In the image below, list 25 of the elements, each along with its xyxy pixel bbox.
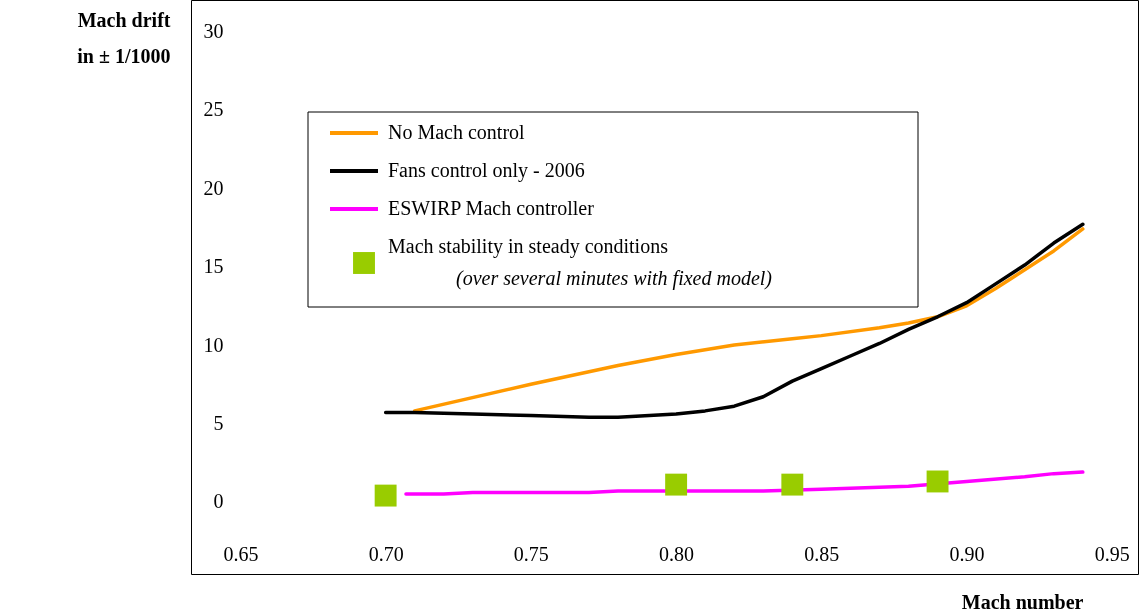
line-series — [404, 470, 1085, 496]
y-tick-label: 25 — [203, 98, 224, 121]
legend-label: Mach stability in steady conditions (over several minutes with fixed model) — [388, 235, 773, 290]
legend-label: Fans control only - 2006 — [388, 159, 585, 182]
x-tick-label: 0.80 — [659, 542, 695, 565]
point — [926, 470, 949, 493]
y-tick-label: 30 — [203, 19, 224, 42]
x-tick-label: 0.85 — [804, 542, 840, 565]
point — [665, 473, 688, 496]
x-tick-label: 0.65 — [223, 542, 259, 565]
legend-label: No Mach control — [388, 121, 526, 143]
y-tick-label: 15 — [203, 255, 224, 278]
x-tick-label: 0.95 — [1094, 542, 1130, 565]
point — [781, 473, 804, 496]
y-tick-label: 20 — [203, 176, 224, 199]
x-tick-label: 0.90 — [949, 542, 985, 565]
legend-label: ESWIRP Mach controller — [388, 197, 595, 219]
y-tick-label: 5 — [213, 411, 224, 434]
y-tick-label: 0 — [213, 490, 224, 513]
y-tick-label: 10 — [203, 333, 224, 356]
x-tick-label: 0.75 — [513, 542, 549, 565]
point — [374, 484, 397, 507]
y-axis-title: Mach drift in ± 1/1000 — [77, 8, 171, 67]
x-axis-title: Mach number — [961, 590, 1084, 613]
x-tick-label: 0.70 — [368, 542, 404, 565]
